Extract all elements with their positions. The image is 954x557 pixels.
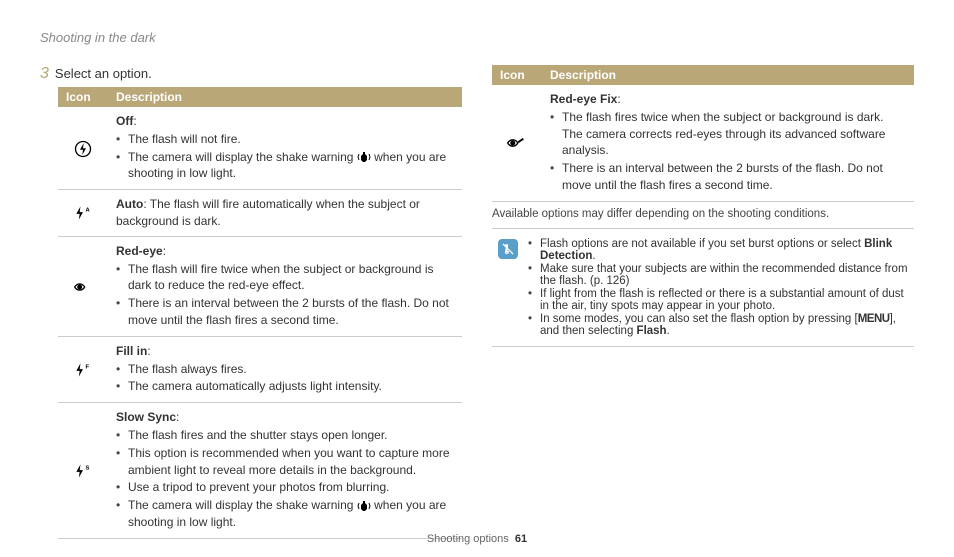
option-title: Slow Sync	[116, 410, 176, 424]
option-bullet: The flash fires and the shutter stays op…	[116, 427, 454, 444]
svg-text:A: A	[86, 208, 91, 214]
flash-options-table-left: Icon Description Off: The flash will not…	[58, 87, 462, 539]
option-title: Off	[116, 114, 133, 128]
svg-text:S: S	[86, 465, 90, 471]
option-text: : The flash will fire automatically when…	[116, 197, 420, 228]
info-bullet: Make sure that your subjects are within …	[528, 263, 908, 287]
flash-off-icon	[58, 107, 108, 190]
option-bullet: There is an interval between the 2 burst…	[116, 295, 454, 329]
option-bullet: The flash always fires.	[116, 361, 454, 378]
option-bullet: The flash will not fire.	[116, 131, 454, 148]
info-icon	[498, 239, 518, 259]
page-section-title: Shooting in the dark	[40, 30, 914, 45]
page-footer: Shooting options 61	[0, 533, 954, 545]
table-header-desc: Description	[542, 65, 914, 85]
info-bullet: If light from the flash is reflected or …	[528, 288, 908, 312]
shake-warning-icon	[357, 151, 371, 163]
option-bullet: The camera automatically adjusts light i…	[116, 378, 454, 395]
option-bullet: This option is recommended when you want…	[116, 445, 454, 479]
option-bullet: The flash fires twice when the subject o…	[550, 109, 906, 159]
table-row: Red-eye Fix: The flash fires twice when …	[492, 85, 914, 201]
flash-redeye-icon	[58, 236, 108, 336]
flash-fillin-icon: F	[58, 336, 108, 402]
flash-slowsync-icon: S	[58, 403, 108, 539]
flash-auto-icon: A	[58, 190, 108, 237]
table-row: Red-eye: The flash will fire twice when …	[58, 236, 462, 336]
footer-section: Shooting options	[427, 533, 509, 545]
shake-warning-icon	[357, 500, 371, 512]
option-title: Fill in	[116, 344, 147, 358]
table-header-icon: Icon	[58, 87, 108, 107]
menu-button-label: MENU	[858, 313, 890, 325]
option-bullet: Use a tripod to prevent your photos from…	[116, 479, 454, 496]
option-bullet: The camera will display the shake warnin…	[116, 149, 454, 183]
info-box: Flash options are not available if you s…	[492, 228, 914, 347]
table-header-desc: Description	[108, 87, 462, 107]
flash-redeyefix-icon	[492, 85, 542, 201]
info-bullet: Flash options are not available if you s…	[528, 238, 908, 262]
option-title: Red-eye	[116, 244, 163, 258]
flash-options-table-right: Icon Description Red-eye Fix: The flash …	[492, 65, 914, 202]
step-text: Select an option.	[55, 66, 152, 81]
option-bullet: There is an interval between the 2 burst…	[550, 160, 906, 194]
info-bullet: In some modes, you can also set the flas…	[528, 313, 908, 337]
option-title: Red-eye Fix	[550, 92, 617, 106]
step-instruction: 3 Select an option.	[40, 65, 462, 83]
option-bullet: The flash will fire twice when the subje…	[116, 261, 454, 295]
table-row: A Auto: The flash will fire automaticall…	[58, 190, 462, 237]
option-bullet: The camera will display the shake warnin…	[116, 497, 454, 531]
option-title: Auto	[116, 197, 143, 211]
table-row: S Slow Sync: The flash fires and the shu…	[58, 403, 462, 539]
table-header-icon: Icon	[492, 65, 542, 85]
step-number: 3	[40, 65, 49, 83]
availability-note: Available options may differ depending o…	[492, 208, 914, 220]
page-number: 61	[515, 533, 527, 545]
svg-text:F: F	[86, 364, 90, 370]
table-row: F Fill in: The flash always fires. The c…	[58, 336, 462, 402]
table-row: Off: The flash will not fire. The camera…	[58, 107, 462, 190]
